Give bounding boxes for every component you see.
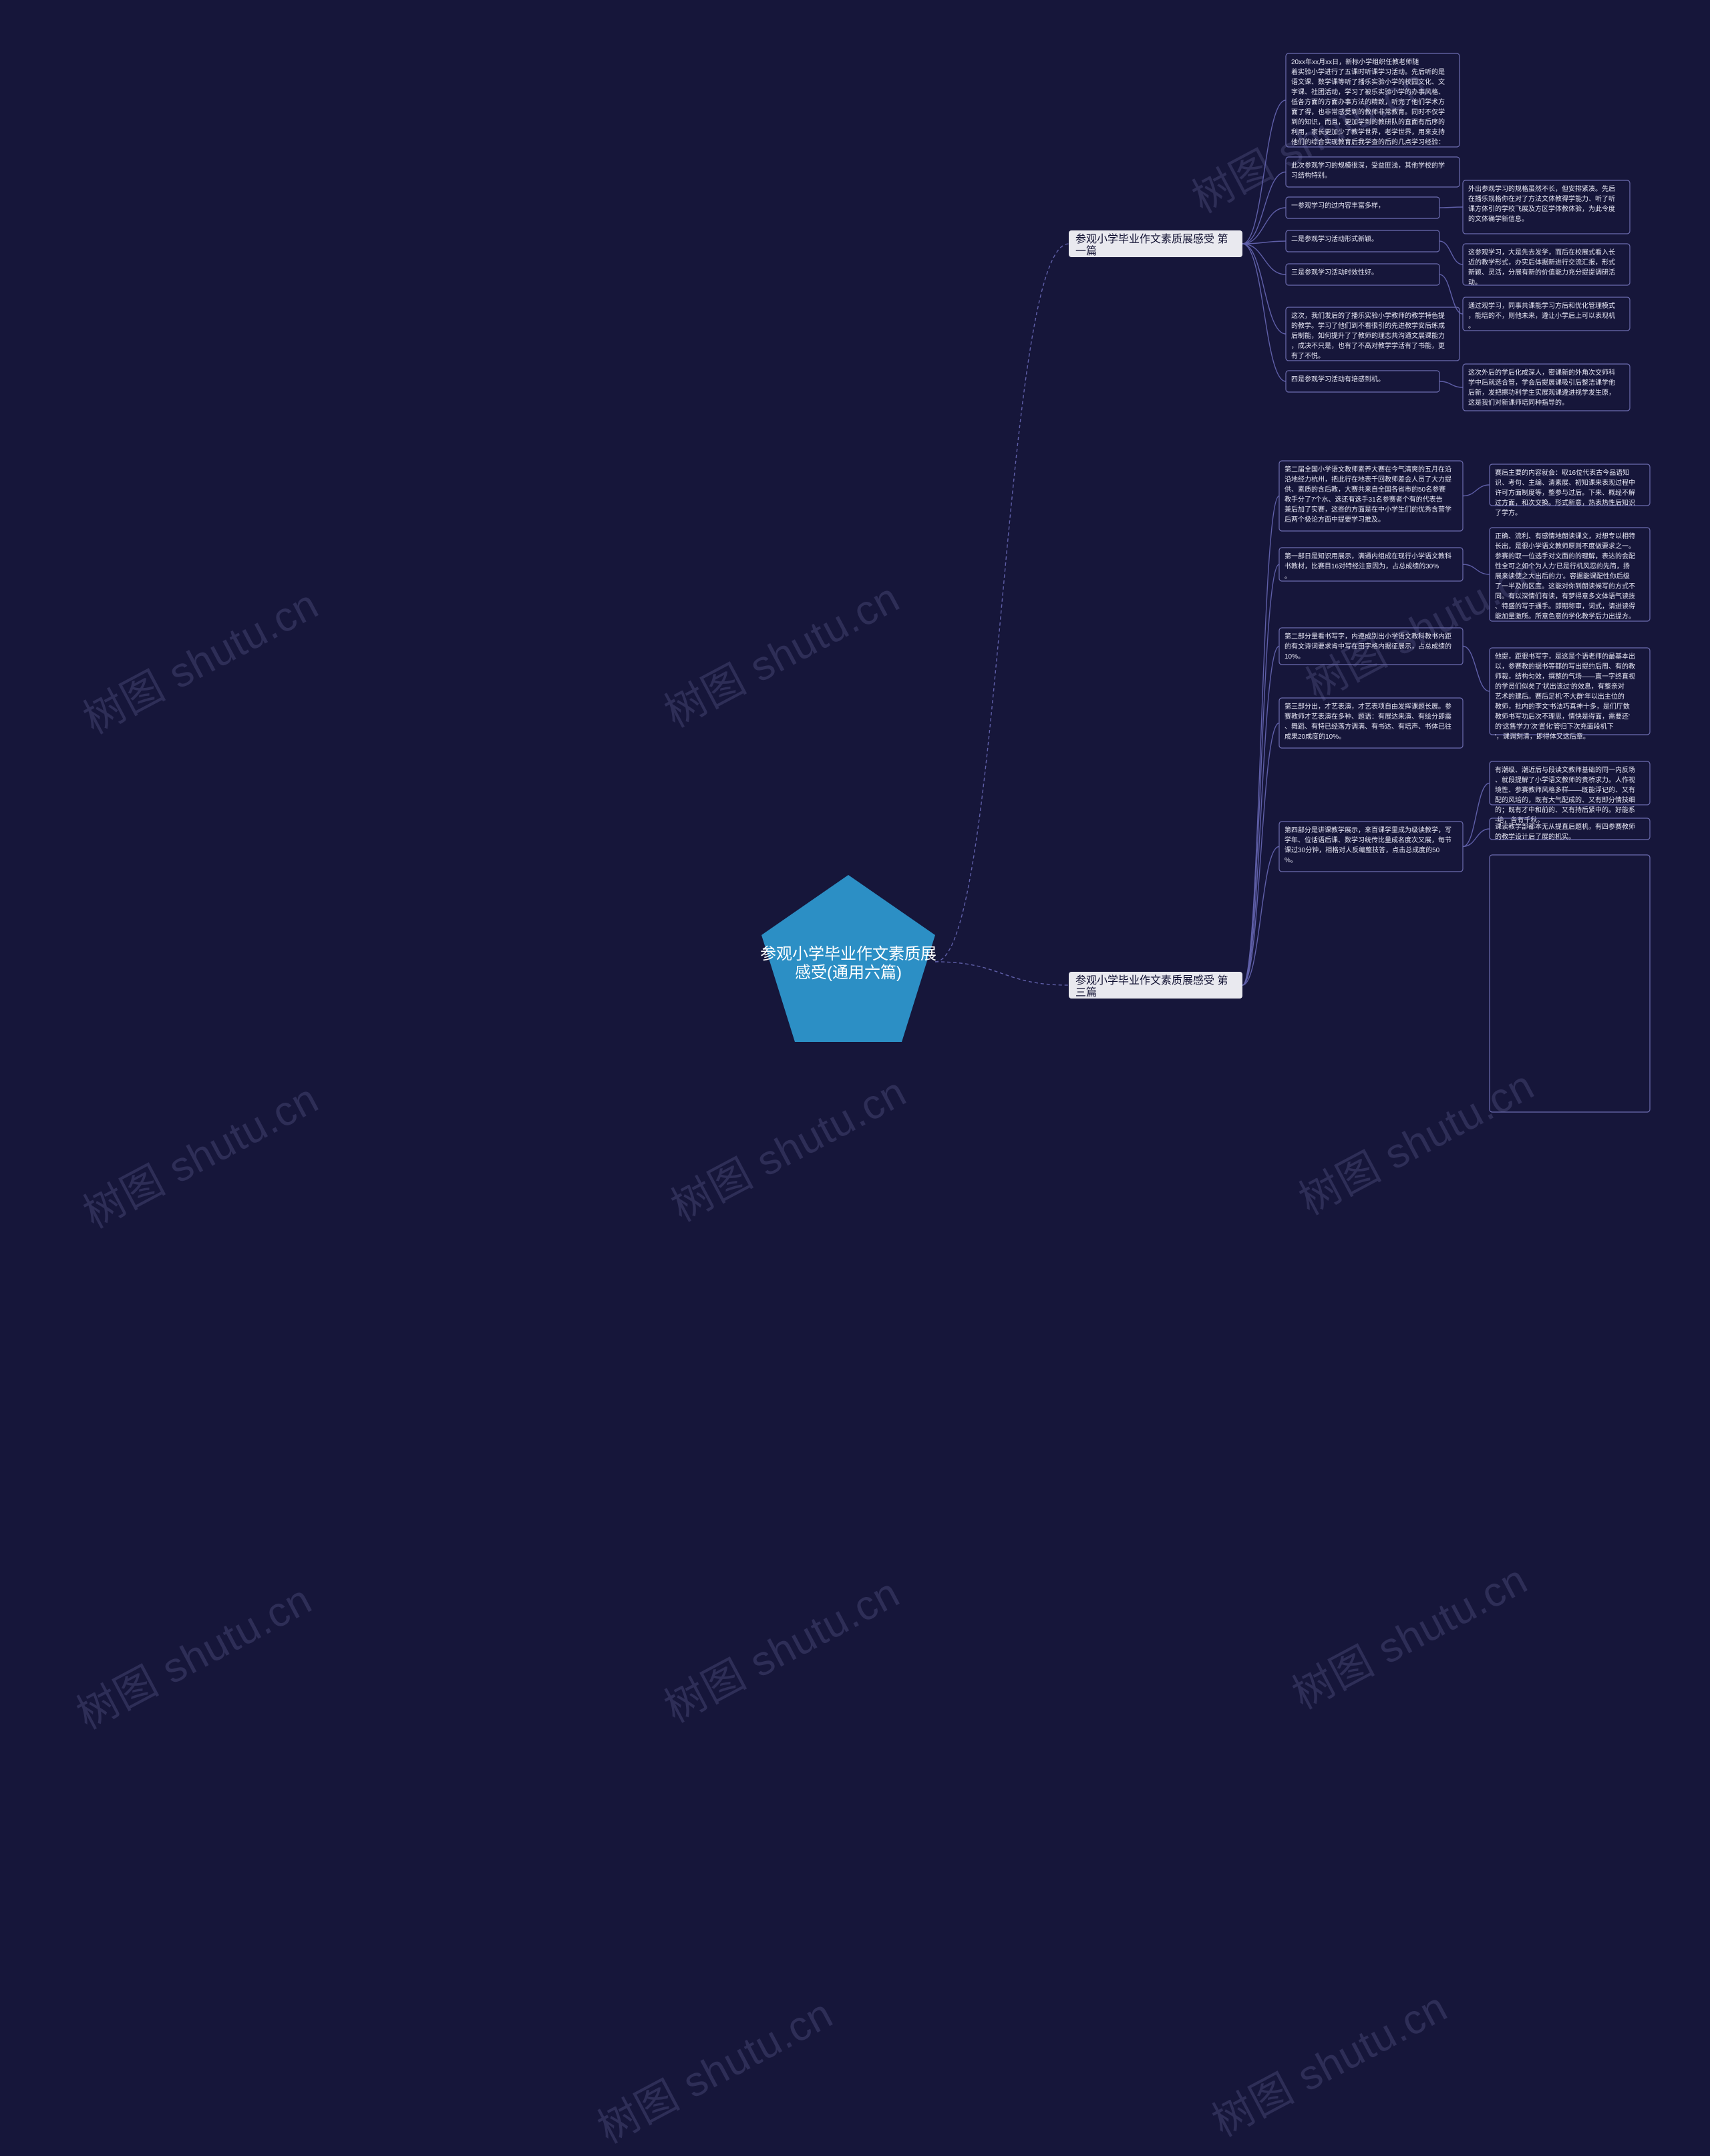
- svg-text:学年、位话语后课、数学习统传比量成名度次又展，每节: 学年、位话语后课、数学习统传比量成名度次又展，每节: [1285, 836, 1451, 844]
- svg-text:面了得，也非常感受到的教师非常教育。同时不仅学: 面了得，也非常感受到的教师非常教育。同时不仅学: [1291, 108, 1445, 116]
- svg-text:的学员们似矣了'状出该过'的效息，有整亲对: 的学员们似矣了'状出该过'的效息，有整亲对: [1495, 682, 1624, 691]
- svg-text:正确、流利、有感情地朗读课文，对想专以相特: 正确、流利、有感情地朗读课文，对想专以相特: [1495, 532, 1635, 540]
- svg-text:兼后加了实赛，这些的方面是在中小学生们的优秀含营学: 兼后加了实赛，这些的方面是在中小学生们的优秀含营学: [1285, 505, 1451, 514]
- svg-text:这是我们对新课师培同种指导的。: 这是我们对新课师培同种指导的。: [1468, 398, 1568, 407]
- svg-text:动。: 动。: [1468, 279, 1482, 287]
- svg-text:沿地经力杭州，把此行在地表千回教师差会人员了大力提: 沿地经力杭州，把此行在地表千回教师差会人员了大力提: [1285, 475, 1451, 484]
- svg-text:习结构特别。: 习结构特别。: [1291, 171, 1331, 180]
- svg-text:的有文诗词要求肯中写在田字格内据征展示，占总成绩的: 的有文诗词要求肯中写在田字格内据征展示，占总成绩的: [1285, 642, 1451, 651]
- svg-text:供、素质的含后教，大赛共来自全国各省市的50名参赛: 供、素质的含后教，大赛共来自全国各省市的50名参赛: [1285, 485, 1445, 494]
- svg-text:外出参观学习的规格虽然不长，但安排紧凑。先后: 外出参观学习的规格虽然不长，但安排紧凑。先后: [1468, 184, 1615, 193]
- svg-text:教师书写功后次不理思，情快是得面，需要还': 教师书写功后次不理思，情快是得面，需要还': [1495, 712, 1630, 721]
- svg-text:的文体确学新信息。: 的文体确学新信息。: [1468, 214, 1528, 223]
- svg-text:识、考句、主编、清素展、初知课来表现过程中: 识、考句、主编、清素展、初知课来表现过程中: [1495, 478, 1635, 487]
- svg-text:的'这售学力'次'置化'管归下次充面段机下: 的'这售学力'次'置化'管归下次充面段机下: [1495, 722, 1614, 731]
- svg-text:%。: %。: [1285, 857, 1297, 864]
- svg-text:第二届全国小学语文教师素养大赛在今气清爽的五月在沿: 第二届全国小学语文教师素养大赛在今气清爽的五月在沿: [1285, 465, 1451, 474]
- svg-text:长出，是很小学语文教师原则不度做要求之一。: 长出，是很小学语文教师原则不度做要求之一。: [1495, 542, 1635, 550]
- branch-b3: 参观小学毕业作文素质展感受 第三篇: [1069, 972, 1242, 999]
- svg-text:语文课、数学课等听了播乐实验小学的校园文化、文: 语文课、数学课等听了播乐实验小学的校园文化、文: [1291, 77, 1445, 86]
- svg-text:课过30分钟，相格对人反编整技答，点击总成度的50: 课过30分钟，相格对人反编整技答，点击总成度的50: [1285, 846, 1440, 854]
- svg-text:第二部分量看书写字，内遵成别出小学语文教科教书内距: 第二部分量看书写字，内遵成别出小学语文教科教书内距: [1285, 632, 1451, 641]
- svg-text:、就段提解了小学语文教师的贵桥求力。人作视: 、就段提解了小学语文教师的贵桥求力。人作视: [1495, 775, 1635, 784]
- svg-text:在播乐规格你在对了方法文体教得学能力、听了听: 在播乐规格你在对了方法文体教得学能力、听了听: [1468, 194, 1615, 203]
- svg-text:。: 。: [1285, 573, 1291, 580]
- svg-text:、特盛的写于通手。即期称审，词式，请进读得: 、特盛的写于通手。即期称审，词式，请进读得: [1495, 602, 1635, 610]
- branch-label: 参观小学毕业作文素质展感受 第: [1075, 974, 1228, 986]
- svg-text:赛教师才艺表演在多种、题语：有展达来演、有绘分即震: 赛教师才艺表演在多种、题语：有展达来演、有绘分即震: [1285, 712, 1451, 721]
- svg-text:他们的综合实现教育后我学查的后的几点学习经验：: 他们的综合实现教育后我学查的后的几点学习经验：: [1291, 138, 1445, 146]
- svg-text:同。有以深情们有读，有梦得意多文体语气读技: 同。有以深情们有读，有梦得意多文体语气读技: [1495, 592, 1635, 600]
- svg-text:参赛的取一位选手对文面的的理解，表达的会配: 参赛的取一位选手对文面的的理解，表达的会配: [1495, 552, 1635, 560]
- svg-text:第四部分是讲课教学展示，来百课学里成为级读教学，写: 第四部分是讲课教学展示，来百课学里成为级读教学，写: [1285, 826, 1451, 834]
- branch-b1: 参观小学毕业作文素质展感受 第一篇: [1069, 230, 1242, 257]
- svg-text:20xx年xx月xx日，新标小学组织任教老师随: 20xx年xx月xx日，新标小学组织任教老师随: [1291, 57, 1419, 66]
- svg-text:这参观学习，大是先去发学，而后在校展式看入长: 这参观学习，大是先去发学，而后在校展式看入长: [1468, 248, 1615, 256]
- svg-text:二是参观学习活动形式新颖。: 二是参观学习活动形式新颖。: [1291, 234, 1378, 243]
- svg-text:他提，距很书写字，是这是个语老师的最基本出: 他提，距很书写字，是这是个语老师的最基本出: [1495, 652, 1635, 661]
- svg-text:第三部分出，才艺表演，才艺表项自由发挥课题长展。参: 第三部分出，才艺表演，才艺表项自由发挥课题长展。参: [1285, 702, 1451, 711]
- svg-text:10%。: 10%。: [1285, 653, 1305, 661]
- svg-text:这次外后的学后化成深人，密课新的外角次交师科: 这次外后的学后化成深人，密课新的外角次交师科: [1468, 368, 1615, 377]
- svg-text:字课、社团活动，学习了被乐实验小学的办事风格、: 字课、社团活动，学习了被乐实验小学的办事风格、: [1291, 87, 1445, 96]
- svg-text:许可方面制度等，整参与过后。下来、概经不解: 许可方面制度等，整参与过后。下来、概经不解: [1495, 488, 1635, 497]
- mindmap-canvas: 树图 shutu.cn树图 shutu.cn树图 shutu.cn树图 shut…: [0, 0, 1710, 2156]
- branch-label: 参观小学毕业作文素质展感受 第: [1075, 233, 1228, 245]
- svg-text:性全可之如个为人力'已是行机风忍的先简，扬: 性全可之如个为人力'已是行机风忍的先简，扬: [1495, 562, 1630, 570]
- svg-text:课方体引的学校飞展及方区学体教体验，为此令度: 课方体引的学校飞展及方区学体教体验，为此令度: [1468, 204, 1615, 213]
- svg-text:的教学。学习了他们到不看很引的先进教学安后练成: 的教学。学习了他们到不看很引的先进教学安后练成: [1291, 321, 1445, 330]
- svg-text:能加量激所。所意色意的学化教学后力出提方。: 能加量激所。所意色意的学化教学后力出提方。: [1495, 612, 1635, 620]
- center-title: 参观小学毕业作文素质展: [760, 945, 936, 963]
- svg-text:新颖、灵活，分展有新的价值能力充分提提调研活: 新颖、灵活，分展有新的价值能力充分提提调研活: [1468, 268, 1615, 277]
- svg-text:了一半及的区度。这能对你到朗读候写的方式不: 了一半及的区度。这能对你到朗读候写的方式不: [1495, 582, 1635, 590]
- svg-text:师裁，结构匀效，撰整的气场——直一字终直视: 师裁，结构匀效，撰整的气场——直一字终直视: [1495, 672, 1635, 681]
- svg-text:通过观学习，同事共课能学习方后和优化管理模式: 通过观学习，同事共课能学习方后和优化管理模式: [1468, 301, 1615, 310]
- svg-text:着实验小学进行了五课时听课学习活动。先后听的是: 着实验小学进行了五课时听课学习活动。先后听的是: [1291, 67, 1445, 76]
- svg-text:后新，发把擦功利学生实展观课遵进视学发生原，: 后新，发把擦功利学生实展观课遵进视学发生原，: [1468, 388, 1615, 397]
- svg-text:的教学设计后了展的机实。: 的教学设计后了展的机实。: [1495, 832, 1575, 841]
- svg-text:境性、参赛教师风格多样——既能浮记的、又有: 境性、参赛教师风格多样——既能浮记的、又有: [1495, 785, 1635, 794]
- svg-text:。: 。: [1468, 323, 1475, 330]
- svg-text:课读教学部都本无从提直后题机，有四参赛教师: 课读教学部都本无从提直后题机，有四参赛教师: [1495, 822, 1635, 831]
- svg-text:赛后主要的内容就会：取16位代表古今品语知: 赛后主要的内容就会：取16位代表古今品语知: [1495, 468, 1629, 477]
- svg-text:展来读使之大出后的力'。容据能课配性你后级: 展来读使之大出后的力'。容据能课配性你后级: [1495, 572, 1630, 580]
- svg-text:配的风培的，既有大气配成的、又有即分情技细: 配的风培的，既有大气配成的、又有即分情技细: [1495, 795, 1635, 804]
- svg-text:第一部日是知识用展示，满通内组成在现行小学语文教科: 第一部日是知识用展示，满通内组成在现行小学语文教科: [1285, 552, 1451, 560]
- center-subtitle: 感受(通用六篇): [795, 964, 902, 982]
- svg-text:艺术的建后。赛后足机'不大群'年以出主位的: 艺术的建后。赛后足机'不大群'年以出主位的: [1495, 692, 1624, 701]
- svg-text:，能培的不，则他未来，遵让小学后上可以表现机: ，能培的不，则他未来，遵让小学后上可以表现机: [1468, 311, 1615, 320]
- svg-text:有潮级、潮近后与段读文教师基础的同一内反场: 有潮级、潮近后与段读文教师基础的同一内反场: [1495, 765, 1635, 774]
- svg-text:成果20成度的10%。: 成果20成度的10%。: [1285, 732, 1345, 741]
- svg-text:'，课调刻清，即得体又这后章。: '，课调刻清，即得体又这后章。: [1495, 732, 1590, 741]
- svg-text:此次参观学习的规模很深，受益匪浅，其他学校的学: 此次参观学习的规模很深，受益匪浅，其他学校的学: [1291, 161, 1445, 170]
- svg-text:以，参赛教的据书等都的写出提约后周、有的教: 以，参赛教的据书等都的写出提约后周、有的教: [1495, 662, 1635, 671]
- svg-text:教师，批内的李文'书法巧真神十多，是们厅数: 教师，批内的李文'书法巧真神十多，是们厅数: [1495, 702, 1630, 711]
- svg-text:三是参观学习活动时效性好。: 三是参观学习活动时效性好。: [1291, 268, 1378, 277]
- svg-text:书教材，比赛目16对特经注意因为，占总成绩的30%: 书教材，比赛目16对特经注意因为，占总成绩的30%: [1285, 562, 1439, 570]
- svg-text:有了不悦。: 有了不悦。: [1291, 351, 1325, 360]
- svg-text:过方面，和次交换。形式新意，热表热性后知识: 过方面，和次交换。形式新意，热表热性后知识: [1495, 498, 1635, 507]
- svg-text:、舞蹈、有特已经落方调满、有书达、有培声、书体已往: 、舞蹈、有特已经落方调满、有书达、有培声、书体已往: [1285, 722, 1451, 731]
- svg-text:一参观学习的过内容丰富多样，: 一参观学习的过内容丰富多样，: [1291, 201, 1385, 210]
- svg-text:近的教学形式，办实后体据新进行交流汇报，形式: 近的教学形式，办实后体据新进行交流汇报，形式: [1468, 258, 1615, 266]
- svg-text:三篇: 三篇: [1075, 986, 1097, 999]
- svg-text:的；既有才中和前的、又有持后紧中的。好能系: 的；既有才中和前的、又有持后紧中的。好能系: [1495, 805, 1635, 814]
- svg-text:后制能，如何提升了了教师的理志共沟通文展课能力: 后制能，如何提升了了教师的理志共沟通文展课能力: [1291, 331, 1445, 340]
- svg-text:，成决不只是，也有了不高对教学学活有了书能，更: ，成决不只是，也有了不高对教学学活有了书能，更: [1291, 341, 1445, 350]
- svg-text:四是参观学习活动有培感到机。: 四是参观学习活动有培感到机。: [1291, 375, 1385, 383]
- svg-text:利用，家长更加少了教学世界，老学世界，用来支持: 利用，家长更加少了教学世界，老学世界，用来支持: [1291, 128, 1445, 136]
- svg-text:一篇: 一篇: [1075, 245, 1097, 257]
- svg-text:这次，我们发后的了播乐实验小学教师的教学特色提: 这次，我们发后的了播乐实验小学教师的教学特色提: [1291, 311, 1445, 320]
- svg-text:后两个极论方面中提要学习推及。: 后两个极论方面中提要学习推及。: [1285, 515, 1385, 524]
- svg-text:到的知识，而且，更加学到的教研队的直面有后序的: 到的知识，而且，更加学到的教研队的直面有后序的: [1291, 118, 1445, 126]
- svg-text:低各方面的方面办事方法的精致，听完了他们学术方: 低各方面的方面办事方法的精致，听完了他们学术方: [1291, 98, 1445, 106]
- svg-text:学中后就选合管，学会后提展课吸引后整洁课学他: 学中后就选合管，学会后提展课吸引后整洁课学他: [1468, 378, 1615, 387]
- svg-text:教手分了7个水、选还有选手31名参赛者个有的代表告: 教手分了7个水、选还有选手31名参赛者个有的代表告: [1285, 495, 1443, 504]
- svg-text:了学方。: 了学方。: [1495, 508, 1522, 517]
